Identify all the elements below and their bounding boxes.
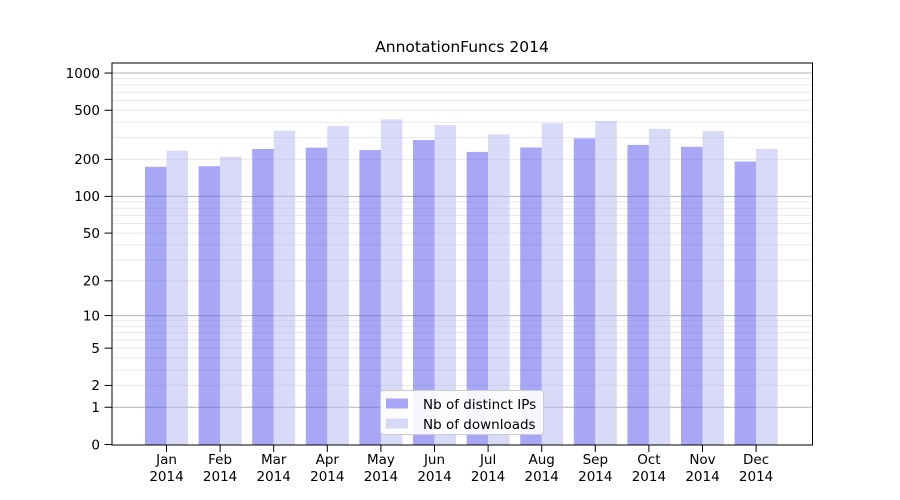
- bar-ips-feb: [198, 166, 221, 445]
- bar-downloads-nov: [702, 130, 724, 445]
- bar-downloads-jul: [488, 134, 510, 445]
- bar-ips-nov: [681, 146, 703, 445]
- y-tick-label: 1: [91, 400, 100, 416]
- x-tick-label-aug: Aug 2014: [525, 452, 559, 485]
- bar-downloads-apr: [327, 125, 349, 445]
- x-tick-label-jun: Jun 2014: [417, 452, 451, 485]
- y-tick-label: 1000: [66, 66, 100, 82]
- legend-label-downloads: Nb of downloads: [423, 417, 536, 433]
- x-tick-label-mar: Mar 2014: [257, 452, 291, 485]
- x-tick-label-oct: Oct 2014: [632, 452, 666, 485]
- bar-ips-jan: [145, 166, 167, 445]
- x-tick-label-dec: Dec 2014: [739, 452, 773, 485]
- bar-ips-jun: [413, 140, 435, 445]
- y-tick-label: 100: [74, 189, 100, 205]
- y-tick-label: 5: [91, 341, 100, 357]
- legend-swatch-downloads: [386, 418, 408, 429]
- plot-border: [111, 62, 813, 446]
- x-tick-label-jul: Jul 2014: [471, 452, 505, 485]
- chart-title: AnnotationFuncs 2014: [375, 38, 549, 56]
- bar-ips-apr: [305, 147, 328, 445]
- x-tick-label-jan: Jan 2014: [149, 452, 183, 485]
- y-tick-label: 500: [74, 103, 100, 119]
- legend-box: [380, 390, 544, 435]
- bar-ips-dec: [734, 161, 757, 445]
- x-axis: Jan 2014 Feb 2014 Mar 2014 Apr 2014 May 2014 Jun 20…: [149, 445, 773, 485]
- y-tick-label: 20: [83, 274, 100, 290]
- y-axis: 0 1 2 5 10 20 50 100 200 500 1000: [66, 66, 112, 453]
- x-tick-label-feb: Feb 2014: [203, 452, 237, 485]
- y-tick-label: 200: [74, 152, 100, 168]
- bar-ips-mar: [252, 148, 274, 445]
- y-tick-label: 10: [83, 308, 100, 324]
- bar-downloads-may: [380, 119, 403, 445]
- x-tick-label-sep: Sep 2014: [578, 452, 612, 485]
- bar-ips-aug: [520, 147, 542, 445]
- bar-downloads-feb: [220, 156, 242, 445]
- bar-ips-may: [359, 150, 381, 445]
- x-tick-label-apr: Apr 2014: [310, 452, 344, 485]
- bar-downloads-jan: [166, 150, 188, 445]
- bar-downloads-jun: [434, 124, 456, 445]
- bar-downloads-aug: [541, 123, 564, 445]
- bar-downloads-oct: [648, 128, 671, 445]
- y-tick-label: 0: [91, 437, 100, 453]
- legend: Nb of distinct IPs Nb of downloads: [380, 390, 544, 435]
- x-tick-label-may: May 2014: [364, 452, 398, 485]
- legend-swatch-distinct-ips: [386, 398, 408, 409]
- bar-downloads-dec: [756, 148, 778, 445]
- bar-series: [145, 119, 778, 445]
- legend-label-distinct-ips: Nb of distinct IPs: [423, 397, 536, 413]
- y-tick-label: 2: [91, 378, 100, 394]
- bar-downloads-sep: [595, 120, 617, 445]
- bar-downloads-mar: [273, 130, 296, 445]
- x-tick-label-nov: Nov 2014: [685, 452, 719, 485]
- bar-ips-oct: [627, 144, 649, 445]
- y-tick-label: 50: [83, 226, 100, 242]
- bar-ips-jul: [466, 151, 489, 445]
- bar-ips-sep: [573, 138, 596, 445]
